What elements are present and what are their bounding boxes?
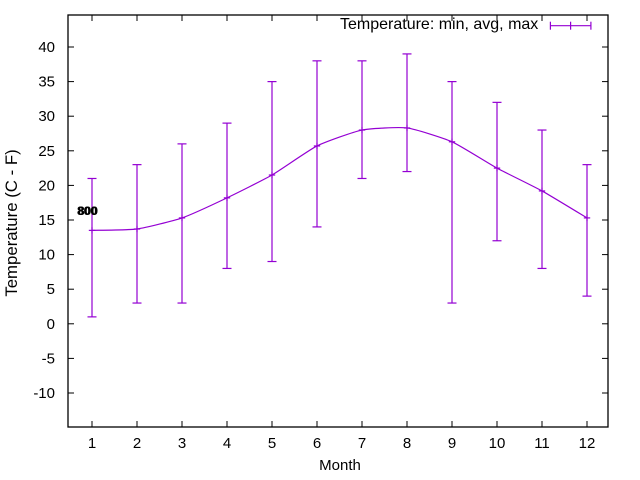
svg-text:-10: -10 bbox=[33, 385, 55, 402]
svg-text:5: 5 bbox=[47, 281, 55, 298]
svg-text:11: 11 bbox=[534, 435, 550, 452]
svg-text:15: 15 bbox=[38, 212, 55, 229]
svg-text:1: 1 bbox=[88, 435, 96, 452]
svg-text:10: 10 bbox=[489, 435, 506, 452]
svg-text:-5: -5 bbox=[42, 350, 55, 367]
svg-text:25: 25 bbox=[38, 143, 55, 160]
svg-text:7: 7 bbox=[358, 435, 366, 452]
svg-text:35: 35 bbox=[38, 74, 55, 91]
svg-text:4: 4 bbox=[223, 435, 231, 452]
svg-text:8: 8 bbox=[403, 435, 411, 452]
svg-text:3: 3 bbox=[178, 435, 186, 452]
svg-text:6: 6 bbox=[313, 435, 321, 452]
svg-text:10: 10 bbox=[38, 247, 55, 264]
svg-text:5: 5 bbox=[268, 435, 276, 452]
svg-text:0: 0 bbox=[47, 316, 55, 333]
svg-text:12: 12 bbox=[579, 435, 596, 452]
svg-text:9: 9 bbox=[448, 435, 456, 452]
svg-text:40: 40 bbox=[38, 39, 55, 56]
svg-text:30: 30 bbox=[38, 108, 55, 125]
svg-text:20: 20 bbox=[38, 177, 55, 194]
svg-text:2: 2 bbox=[133, 435, 141, 452]
